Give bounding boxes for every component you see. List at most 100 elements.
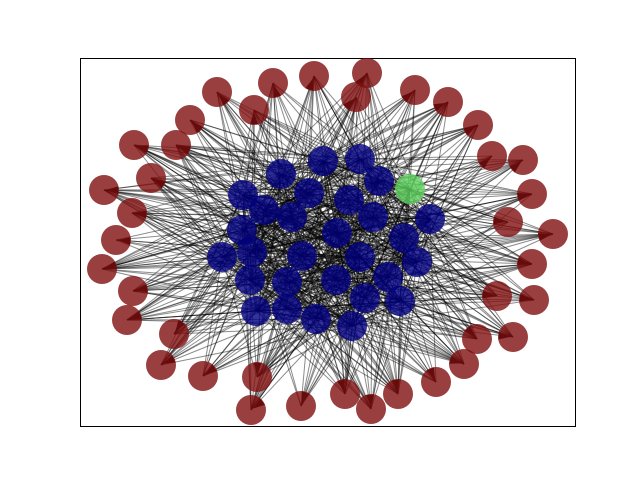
edge [351, 325, 465, 365]
edge [101, 268, 366, 299]
edge [409, 188, 554, 235]
edge [286, 281, 465, 365]
edge [101, 255, 303, 270]
edge [286, 281, 399, 395]
outer-node [136, 163, 166, 193]
inner-node [277, 202, 307, 232]
edge [255, 310, 346, 395]
edge [263, 96, 357, 211]
edge [313, 75, 389, 278]
edge [301, 233, 554, 257]
edge [126, 218, 431, 321]
edge [313, 75, 350, 201]
edge [115, 180, 380, 241]
edge [416, 221, 509, 263]
outer-node [258, 68, 288, 98]
edge [301, 96, 357, 257]
edge [378, 180, 437, 383]
inner-node [308, 146, 338, 176]
edge [409, 188, 509, 223]
outer-node [517, 179, 547, 209]
outer-node [482, 281, 512, 311]
edge [256, 297, 366, 378]
edge [251, 216, 374, 253]
edge [173, 199, 350, 335]
edge [372, 216, 465, 365]
edge [409, 188, 533, 265]
edge [251, 251, 353, 327]
edge [301, 158, 361, 257]
highlighted-node [395, 174, 425, 204]
edge [126, 279, 251, 321]
outer-node [508, 145, 538, 175]
edge [250, 180, 380, 411]
edge [359, 233, 554, 258]
edge [242, 194, 399, 395]
outer-node [239, 95, 269, 125]
outer-node [112, 305, 142, 335]
edge [202, 308, 288, 377]
edge [250, 318, 317, 411]
edge [336, 232, 533, 265]
inner-node [358, 202, 388, 232]
outer-node [433, 87, 463, 117]
edge [256, 209, 265, 378]
edge [335, 180, 380, 281]
inner-node [235, 265, 265, 295]
edge [101, 199, 350, 270]
edge [263, 82, 274, 211]
inner-node [287, 241, 317, 271]
edge [351, 233, 554, 327]
edge [101, 194, 244, 270]
inner-node [364, 166, 394, 196]
outer-node [330, 379, 360, 409]
edge [216, 91, 366, 299]
edge [189, 119, 288, 310]
outer-node [101, 225, 131, 255]
edge [397, 218, 431, 395]
edge [409, 89, 416, 190]
edge [286, 216, 374, 310]
edge [133, 144, 282, 175]
edge [286, 232, 338, 310]
outer-node [202, 77, 232, 107]
outer-node [242, 362, 272, 392]
edge [256, 279, 337, 378]
edge [387, 276, 498, 297]
inner-node [334, 185, 364, 215]
edge [370, 261, 418, 410]
inner-node [350, 283, 380, 313]
edge [256, 237, 405, 378]
edge [131, 212, 257, 312]
outer-node [477, 141, 507, 171]
outer-node [118, 276, 148, 306]
outer-node [286, 391, 316, 421]
edge [150, 177, 223, 258]
edge [403, 237, 533, 265]
edge [253, 109, 431, 220]
edge [175, 144, 324, 162]
edge [364, 297, 437, 383]
edge [126, 256, 223, 321]
inner-node [272, 294, 302, 324]
outer-node [117, 198, 147, 228]
outer-node [493, 207, 523, 237]
edge [308, 89, 416, 194]
edge [263, 209, 346, 395]
outer-node [462, 324, 492, 354]
edge [255, 75, 315, 312]
edge [429, 218, 478, 340]
edge [173, 256, 223, 335]
edge [101, 158, 361, 270]
edge [189, 119, 282, 175]
edge [216, 91, 324, 162]
edge [242, 194, 372, 410]
edge [241, 229, 533, 265]
edge [202, 297, 366, 377]
outer-node [421, 367, 451, 397]
edge [242, 193, 533, 196]
inner-node [402, 247, 432, 277]
edge [253, 109, 310, 194]
edge [173, 279, 251, 335]
edge [359, 101, 449, 160]
